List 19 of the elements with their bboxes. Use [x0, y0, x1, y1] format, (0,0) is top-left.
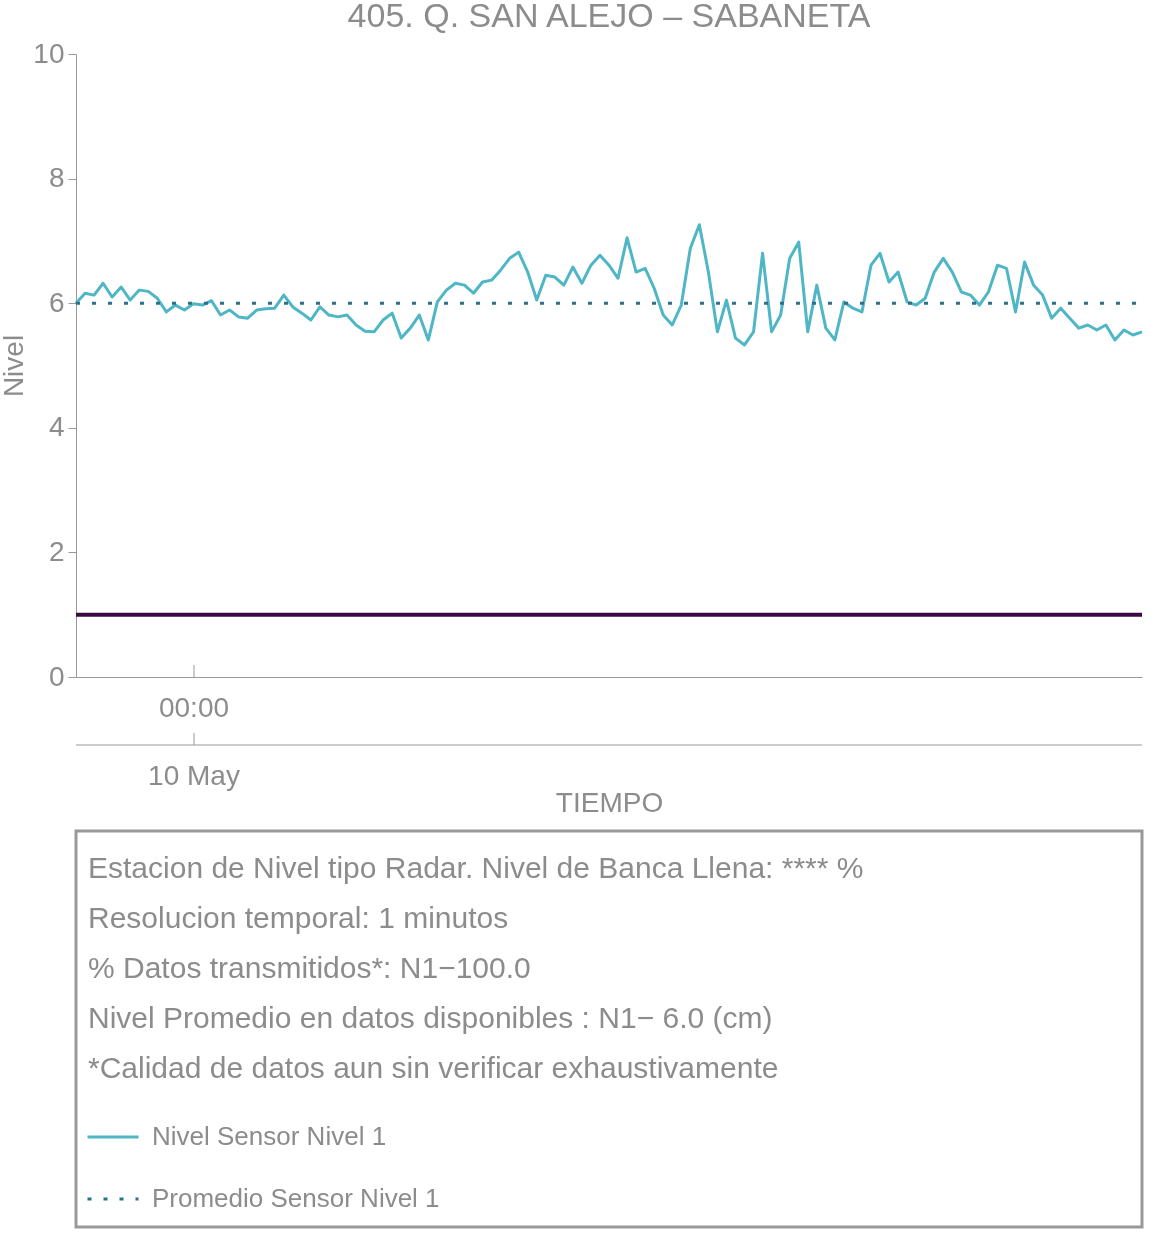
- y-tick-label: 4: [48, 411, 65, 443]
- text: 10 May: [148, 760, 240, 791]
- text: % Datos transmitidos*: N1−100.0: [88, 951, 531, 984]
- line-series: [74, 223, 1144, 347]
- y-tick-label: 6: [48, 286, 65, 318]
- y-axis-title: Nivel: [0, 334, 30, 398]
- text: Resolucion temporal: 1 minutos: [88, 901, 509, 934]
- text: 00:00: [158, 692, 230, 723]
- y-tick-label: 0: [48, 660, 65, 692]
- chart-title: 405. Q. SAN ALEJO – SABANETA: [347, 0, 871, 34]
- y-tick-label: 8: [48, 162, 65, 194]
- text: *Calidad de datos aun sin verificar exhaustivamente: [88, 1051, 779, 1084]
- x-axis-title: TIEMPO: [555, 786, 664, 818]
- legend-label: Promedio Sensor Nivel 1: [152, 1183, 440, 1213]
- text: Nivel Promedio en datos disponibles : N1− 6.0 (cm): [88, 1001, 773, 1034]
- y-tick-label: 2: [48, 535, 65, 567]
- text: Estacion de Nivel tipo Radar. Nivel de Banca Llena: **** %: [88, 851, 864, 884]
- legend-label: Nivel Sensor Nivel 1: [152, 1121, 387, 1151]
- y-tick-label: 10: [33, 37, 65, 69]
